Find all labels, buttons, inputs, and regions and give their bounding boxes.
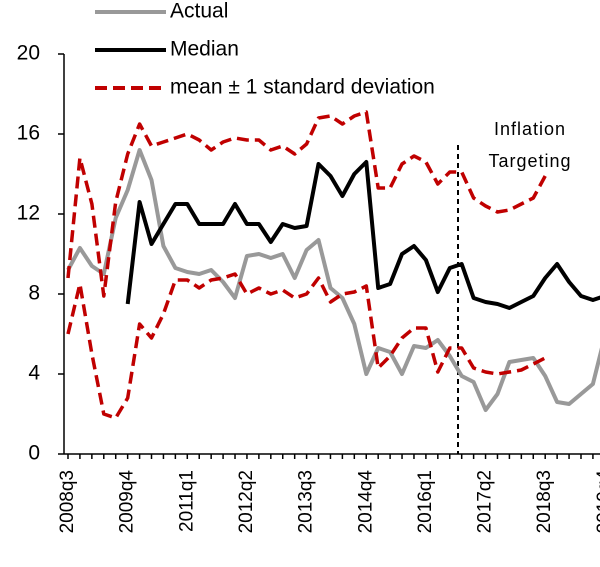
annotation: Targeting [488,151,571,171]
x-tick-label: 2019q4 [594,470,600,534]
legend-label: Median [170,38,239,61]
y-tick-label: 4 [28,362,40,385]
series-line [66,148,600,412]
x-tick-label: 2013q3 [296,470,317,533]
series-line [66,110,547,298]
y-tick-label: 20 [17,42,40,65]
x-tick-label: 2016q1 [415,470,436,533]
series-line [66,272,546,420]
x-tick-label: 2014q4 [355,470,376,534]
y-tick-label: 8 [28,282,40,305]
legend-label: mean ± 1 standard deviation [170,76,435,99]
x-tick-label: 2009q4 [117,470,138,534]
y-tick-label: 0 [28,442,40,465]
series-line [125,160,600,310]
annotation: Inflation [494,119,566,139]
x-tick-label: 2017q2 [475,470,496,533]
x-tick-label: 2011q1 [176,470,197,532]
x-tick-label: 2018q3 [534,470,555,533]
y-tick-label: 16 [17,122,40,145]
y-tick-label: 12 [17,202,40,225]
x-tick-label: 2012q2 [236,470,257,533]
legend-label: Actual [170,0,228,23]
x-tick-label: 2008q3 [57,470,78,533]
